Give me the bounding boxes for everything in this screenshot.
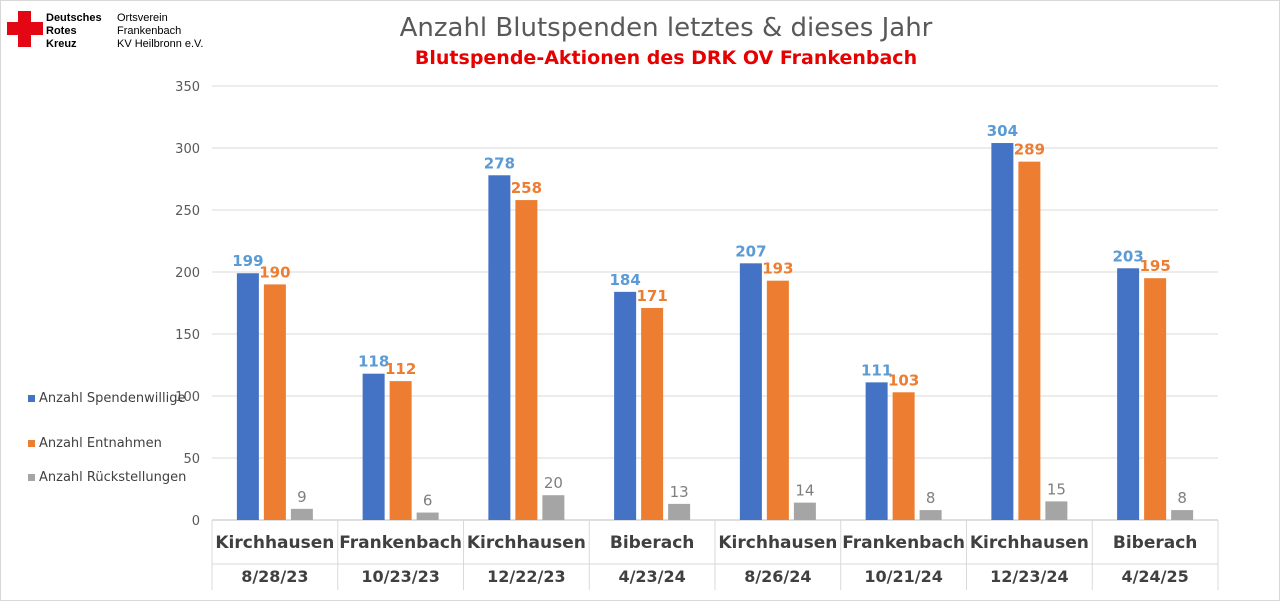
data-label: 190 bbox=[259, 263, 290, 281]
logo-org-line: Kreuz bbox=[46, 38, 77, 50]
y-tick-label: 300 bbox=[175, 142, 200, 157]
bar bbox=[1045, 501, 1068, 520]
chart-subtitle: Blutspende-Aktionen des DRK OV Frankenba… bbox=[414, 47, 918, 69]
bar bbox=[290, 508, 313, 520]
x-tick-label-date: 12/22/23 bbox=[487, 567, 565, 586]
x-tick-label-date: 4/24/25 bbox=[1121, 567, 1188, 586]
data-label: 207 bbox=[735, 242, 766, 260]
logo-unit-line: Ortsverein bbox=[117, 12, 168, 24]
logo-org-name: Deutsches Rotes Kreuz bbox=[46, 12, 102, 51]
x-tick-label-date: 4/23/24 bbox=[618, 567, 685, 586]
bar bbox=[1018, 161, 1041, 520]
bar bbox=[236, 273, 259, 520]
bar bbox=[892, 392, 915, 520]
chart-legend: Anzahl Spendenwillige Anzahl Entnahmen A… bbox=[28, 390, 198, 486]
data-label: 195 bbox=[1139, 257, 1170, 275]
logo-unit-name: Ortsverein Frankenbach KV Heilbronn e.V. bbox=[117, 12, 203, 51]
legend-item-entnahmen: Anzahl Entnahmen bbox=[28, 435, 198, 471]
data-label: 171 bbox=[636, 287, 667, 305]
bar bbox=[668, 503, 691, 520]
y-tick-label: 150 bbox=[175, 328, 200, 343]
bar bbox=[263, 284, 286, 520]
drk-logo: Deutsches Rotes Kreuz Ortsverein Franken… bbox=[6, 10, 236, 54]
bar bbox=[1171, 510, 1194, 520]
data-label: 103 bbox=[888, 371, 919, 389]
logo-unit-line: KV Heilbronn e.V. bbox=[117, 38, 204, 50]
logo-unit-line: Frankenbach bbox=[117, 25, 182, 37]
x-tick-label-location: Frankenbach bbox=[339, 533, 462, 553]
x-tick-label-date: 12/23/24 bbox=[990, 567, 1068, 586]
legend-swatch bbox=[28, 395, 35, 402]
bar bbox=[641, 307, 664, 520]
legend-label: Anzahl Spendenwillige bbox=[39, 391, 186, 406]
bar bbox=[865, 382, 888, 520]
data-label: 8 bbox=[1177, 489, 1187, 507]
logo-org-line: Deutsches bbox=[46, 12, 102, 24]
data-label: 199 bbox=[232, 252, 263, 270]
data-label: 13 bbox=[670, 483, 689, 501]
bar bbox=[389, 381, 412, 520]
y-tick-label: 100 bbox=[175, 390, 200, 405]
x-tick-label-date: 10/23/23 bbox=[361, 567, 439, 586]
x-tick-label-date: 8/26/24 bbox=[744, 567, 811, 586]
data-label: 258 bbox=[511, 179, 542, 197]
data-label: 118 bbox=[358, 353, 389, 371]
data-label: 112 bbox=[385, 360, 416, 378]
data-label: 203 bbox=[1112, 247, 1143, 265]
chart-title: Anzahl Blutspenden letztes & dieses Jahr bbox=[399, 13, 933, 43]
bar bbox=[416, 512, 439, 520]
x-tick-label-location: Biberach bbox=[610, 533, 695, 553]
bar bbox=[1117, 268, 1140, 520]
y-tick-label: 250 bbox=[175, 204, 200, 219]
bar bbox=[1144, 278, 1167, 520]
x-tick-label-location: Biberach bbox=[1113, 533, 1198, 553]
bar bbox=[919, 510, 942, 520]
x-tick-label-location: Kirchhausen bbox=[467, 533, 586, 553]
bar bbox=[739, 263, 762, 520]
logo-org-line: Rotes bbox=[46, 25, 77, 37]
y-tick-label: 50 bbox=[183, 452, 200, 467]
x-tick-label-date: 10/21/24 bbox=[864, 567, 942, 586]
x-tick-label-location: Kirchhausen bbox=[215, 533, 334, 553]
data-label: 8 bbox=[926, 489, 936, 507]
red-cross-icon bbox=[6, 10, 44, 48]
bar bbox=[991, 143, 1014, 521]
bar bbox=[793, 502, 816, 520]
data-label: 193 bbox=[762, 260, 793, 278]
bar bbox=[614, 291, 637, 520]
bar bbox=[488, 175, 511, 520]
data-label: 9 bbox=[297, 488, 307, 506]
data-label: 184 bbox=[609, 271, 640, 289]
legend-label: Anzahl Rückstellungen bbox=[39, 470, 187, 485]
data-label: 278 bbox=[484, 154, 515, 172]
data-label: 111 bbox=[861, 361, 892, 379]
legend-swatch bbox=[28, 440, 35, 447]
x-tick-label-location: Kirchhausen bbox=[970, 533, 1089, 553]
y-tick-label: 200 bbox=[175, 266, 200, 281]
data-label: 6 bbox=[423, 492, 433, 510]
data-label: 15 bbox=[1047, 480, 1066, 498]
bar bbox=[542, 495, 565, 520]
x-tick-label-location: Kirchhausen bbox=[718, 533, 837, 553]
data-label: 20 bbox=[544, 474, 563, 492]
y-tick-label: 0 bbox=[192, 514, 200, 529]
x-tick-label-date: 8/28/23 bbox=[241, 567, 308, 586]
legend-item-rueckstellungen: Anzahl Rückstellungen bbox=[28, 469, 198, 486]
legend-swatch bbox=[28, 474, 35, 481]
data-label: 14 bbox=[795, 482, 814, 500]
data-label: 304 bbox=[987, 122, 1018, 140]
bar bbox=[766, 280, 789, 520]
legend-label: Anzahl Entnahmen bbox=[39, 436, 162, 451]
legend-item-spendenwillige: Anzahl Spendenwillige bbox=[28, 390, 198, 426]
x-tick-label-location: Frankenbach bbox=[842, 533, 965, 553]
y-tick-label: 350 bbox=[175, 80, 200, 95]
data-label: 289 bbox=[1014, 141, 1045, 159]
bar bbox=[515, 200, 538, 520]
bar bbox=[362, 373, 385, 520]
